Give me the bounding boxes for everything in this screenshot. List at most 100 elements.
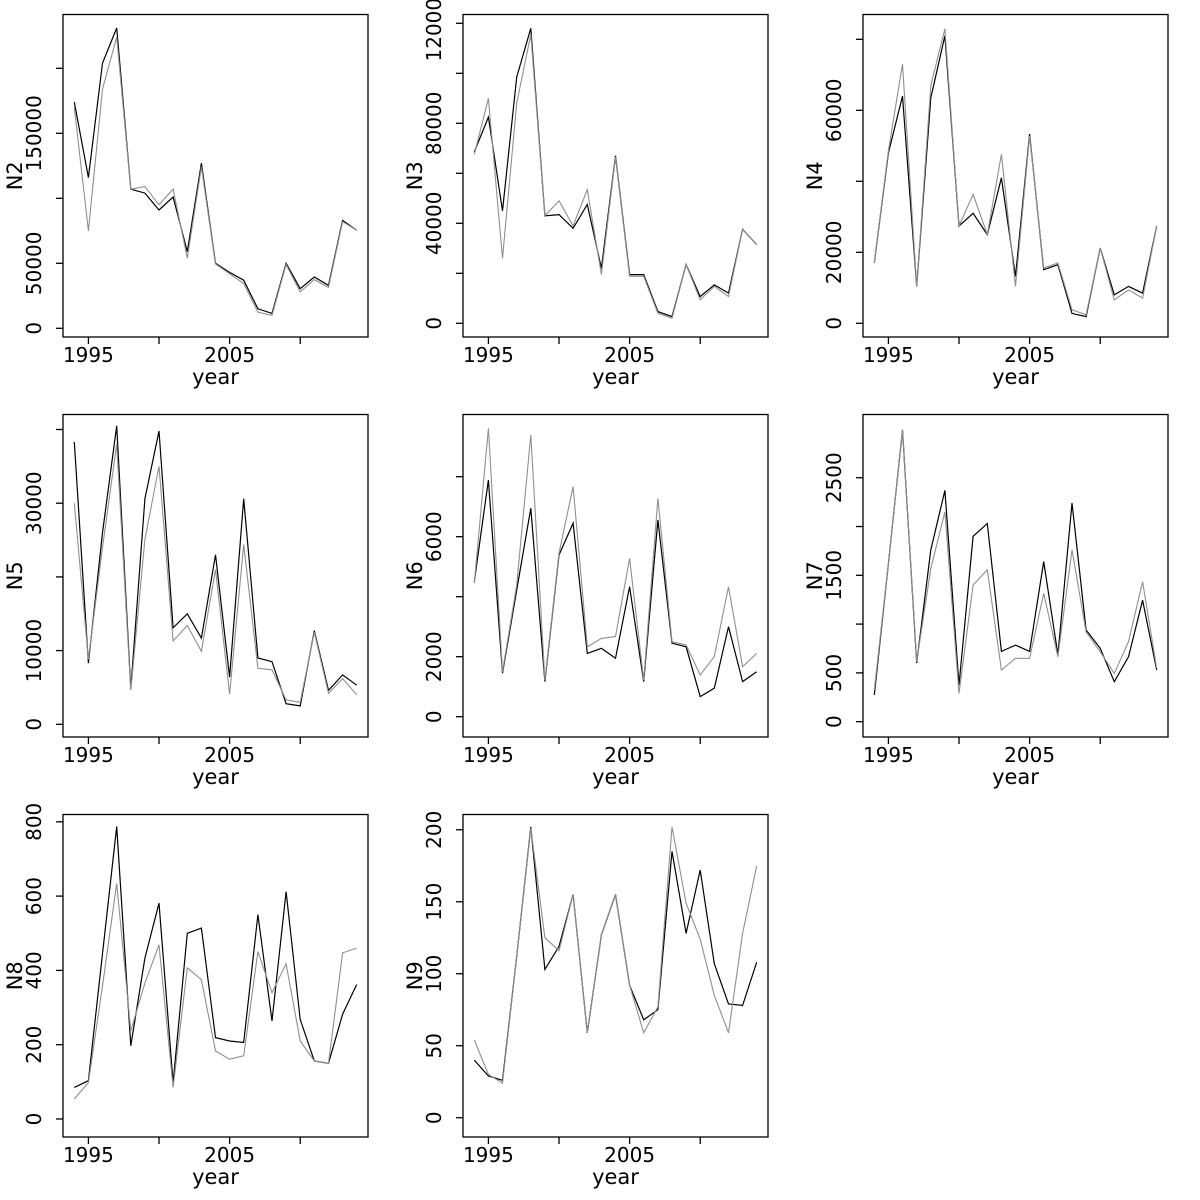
y-tick-label: 150 <box>422 883 446 921</box>
y-tick-label: 0 <box>422 1111 446 1124</box>
series1-line <box>473 479 758 698</box>
y-tick-label: 0 <box>822 317 846 330</box>
y-tick-label: 6000 <box>422 511 446 562</box>
series1-line <box>873 35 1158 318</box>
y-tick-label: 0 <box>822 715 846 728</box>
plot-box <box>62 413 369 738</box>
y-tick-label: 200 <box>422 811 446 849</box>
y-tick-label: 80000 <box>422 91 446 155</box>
x-axis-label: year <box>592 365 639 389</box>
y-tick-label: 0 <box>422 710 446 723</box>
y-axis-label: N9 <box>403 961 427 990</box>
y-axis-label: N8 <box>3 961 27 990</box>
y-tick-label: 100 <box>422 955 446 993</box>
x-tick-label: 1995 <box>463 743 514 767</box>
y-tick-label: 50000 <box>22 231 46 295</box>
y-tick-label: 400 <box>22 951 46 989</box>
chart-panel-N6: 1995 2005 0 2000 6000 year N6 <box>400 400 800 800</box>
x-tick-label: 1995 <box>63 743 114 767</box>
plot-box <box>862 413 1169 738</box>
series1-line <box>73 27 358 315</box>
plot-N7: 1995 2005 0 500 1500 2500 year N7 <box>803 413 1169 789</box>
y-axis-label: N6 <box>403 561 427 590</box>
x-axis-label: year <box>992 765 1039 789</box>
y-tick-label: 600 <box>22 877 46 915</box>
plot-box <box>462 13 769 338</box>
y-tick-label: 1500 <box>822 550 846 601</box>
x-axis-label: year <box>192 365 239 389</box>
plot-box <box>62 13 369 338</box>
x-axis-label: year <box>992 365 1039 389</box>
plot-N6: 1995 2005 0 2000 6000 year N6 <box>403 413 769 789</box>
y-axis-label: N3 <box>403 161 427 190</box>
y-tick-label: 800 <box>22 803 46 841</box>
series2-line <box>473 34 758 320</box>
series2-line <box>473 428 758 681</box>
x-tick-label: 2005 <box>1004 343 1055 367</box>
plot-box <box>862 13 1169 338</box>
chart-panel-N5: 1995 2005 0 10000 30000 year N5 <box>0 400 400 800</box>
plot-N5: 1995 2005 0 10000 30000 year N5 <box>3 413 369 789</box>
y-tick-label: 0 <box>22 718 46 731</box>
plot-N2: 1995 2005 0 50000 150000 year N2 <box>3 13 369 389</box>
chart-panel-N9: 1995 2005 0 50 100 150 200 year N9 <box>400 800 800 1200</box>
y-tick-label: 60000 <box>822 78 846 142</box>
y-axis-label: N4 <box>803 161 827 190</box>
x-axis-label: year <box>592 1165 639 1189</box>
x-axis-label: year <box>592 765 639 789</box>
x-tick-label: 2005 <box>204 743 255 767</box>
y-tick-label: 40000 <box>422 191 446 255</box>
x-tick-label: 1995 <box>63 343 114 367</box>
series2-line <box>73 444 358 703</box>
series1-line <box>74 826 358 1088</box>
x-tick-label: 2005 <box>1004 743 1055 767</box>
y-tick-label: 2500 <box>822 452 846 503</box>
y-tick-label: 200 <box>22 1026 46 1064</box>
y-tick-label: 150000 <box>22 95 46 171</box>
series1-line <box>73 425 358 707</box>
series2-line <box>873 429 1158 694</box>
chart-panel-N4: 1995 2005 0 20000 60000 year N4 <box>800 0 1200 400</box>
y-tick-label: 120000 <box>422 0 446 61</box>
y-tick-label: 2000 <box>422 631 446 682</box>
y-tick-label: 20000 <box>822 220 846 284</box>
series1-line <box>473 28 758 318</box>
y-tick-label: 0 <box>422 317 446 330</box>
x-tick-label: 1995 <box>863 743 914 767</box>
y-axis-label: N5 <box>3 561 27 590</box>
chart-panel-N2: 1995 2005 0 50000 150000 year N2 <box>0 0 400 400</box>
series2-line <box>473 826 758 1085</box>
x-tick-label: 1995 <box>63 1143 114 1167</box>
x-axis-label: year <box>192 1165 239 1189</box>
plot-N9: 1995 2005 0 50 100 150 200 year N9 <box>403 811 769 1189</box>
x-tick-label: 2005 <box>604 1143 655 1167</box>
x-tick-label: 1995 <box>463 343 514 367</box>
plot-N8: 1995 2005 0 200 400 600 800 year N8 <box>3 803 369 1189</box>
series2-line <box>73 36 357 316</box>
series1-line <box>873 429 1158 695</box>
x-axis-label: year <box>192 765 239 789</box>
plot-N3: 1995 2005 0 40000 80000 120000 year N3 <box>403 0 769 389</box>
plot-box <box>62 813 369 1138</box>
series2-line <box>73 883 357 1100</box>
x-tick-label: 2005 <box>204 1143 255 1167</box>
y-tick-label: 0 <box>22 322 46 335</box>
plot-box <box>462 813 769 1138</box>
x-tick-label: 1995 <box>863 343 914 367</box>
series2-line <box>873 28 1158 316</box>
y-axis-label: N2 <box>3 161 27 190</box>
plot-N4: 1995 2005 0 20000 60000 year N4 <box>803 13 1169 389</box>
y-axis-label: N7 <box>803 561 827 590</box>
x-tick-label: 2005 <box>204 343 255 367</box>
chart-panel-N3: 1995 2005 0 40000 80000 120000 year N3 <box>400 0 800 400</box>
chart-panel-N7: 1995 2005 0 500 1500 2500 year N7 <box>800 400 1200 800</box>
y-tick-label: 500 <box>822 654 846 692</box>
x-tick-label: 2005 <box>604 343 655 367</box>
x-tick-label: 1995 <box>463 1143 514 1167</box>
y-tick-label: 10000 <box>22 619 46 683</box>
y-tick-label: 50 <box>422 1033 446 1058</box>
y-tick-label: 30000 <box>22 471 46 535</box>
chart-panel-N8: 1995 2005 0 200 400 600 800 year N8 <box>0 800 400 1200</box>
y-tick-label: 0 <box>22 1113 46 1126</box>
